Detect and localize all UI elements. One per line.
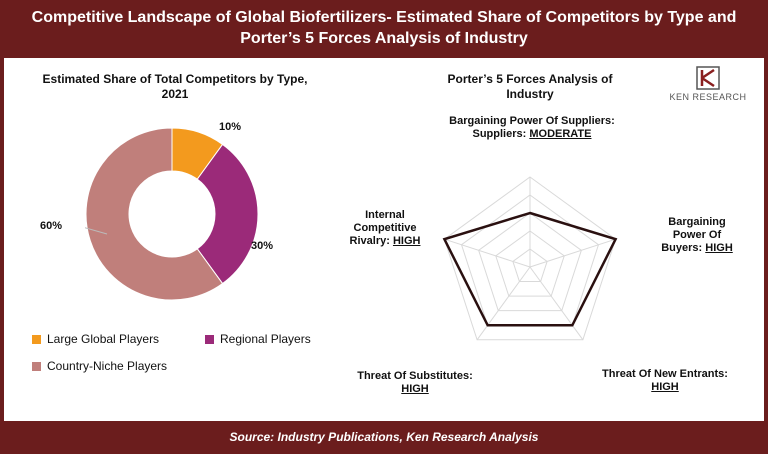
leader-line-niche <box>85 227 108 235</box>
force-buyers-rating: HIGH <box>705 242 733 254</box>
donut-slice-regional <box>196 143 259 285</box>
radar-series-line <box>442 211 618 327</box>
force-new-entrants-name: Threat Of New Entrants: <box>602 368 728 380</box>
radar-grid-ring-2 <box>495 230 565 297</box>
slice-label-niche: 60% <box>40 220 63 232</box>
legend-label-large: Large Global Players <box>47 332 160 346</box>
force-substitutes-rating: HIGH <box>401 383 429 395</box>
force-substitutes: Threat Of Substitutes: HIGH <box>345 370 485 396</box>
force-rivalry-rating: HIGH <box>392 235 421 247</box>
legend-item-regional: Regional Players <box>205 332 311 346</box>
force-rivalry: Internal Competitive Rivalry: HIGH <box>345 209 425 248</box>
donut-chart <box>85 128 259 301</box>
force-substitutes-name: Threat Of Substitutes: <box>357 370 473 382</box>
force-rivalry-name: Internal Competitive Rivalry: <box>349 209 417 247</box>
legend-swatch-regional <box>205 334 214 344</box>
radar-grid-ring-1 <box>512 248 548 283</box>
force-new-entrants-rating: HIGH <box>651 381 679 393</box>
donut-chart-title: Estimated Share of Total Competitors by … <box>42 72 308 101</box>
logo-mark-icon <box>696 66 720 90</box>
donut-slice-niche <box>85 128 224 301</box>
radar-axis-4 <box>476 266 531 341</box>
force-buyers: Bargaining Power Of Buyers: HIGH <box>652 216 742 255</box>
logo-text: KEN RESEARCH <box>669 92 747 102</box>
legend-label-regional: Regional Players <box>220 332 311 346</box>
radar-axis-3 <box>529 266 584 341</box>
legend-label-niche: Country-Niche Players <box>47 359 168 373</box>
legend-item-large: Large Global Players <box>32 332 159 346</box>
radar-axis-2 <box>529 238 616 268</box>
page-title: Competitive Landscape of Global Bioferti… <box>31 9 737 47</box>
legend-swatch-niche <box>32 361 41 371</box>
radar-axis-5 <box>444 238 531 268</box>
force-suppliers: Bargaining Power Of Suppliers: Suppliers… <box>449 115 615 140</box>
force-suppliers-rating: MODERATE <box>529 128 592 140</box>
force-new-entrants: Threat Of New Entrants: HIGH <box>590 368 740 394</box>
radar-grid-ring-5 <box>443 176 617 341</box>
force-suppliers-name: Bargaining Power Of Suppliers: <box>449 115 615 127</box>
source-footer: Source: Industry Publications, Ken Resea… <box>229 430 539 444</box>
legend-item-niche: Country-Niche Players <box>32 359 167 373</box>
slice-label-large: 10% <box>219 121 242 133</box>
ken-research-logo: KEN RESEARCH <box>660 66 756 106</box>
slice-label-regional: 30% <box>251 240 274 252</box>
radar-chart-title: Porter’s 5 Forces Analysis of Industry <box>447 72 613 101</box>
force-buyers-name: Bargaining Power Of Buyers: <box>661 216 726 254</box>
legend-swatch-large <box>32 334 41 344</box>
radar-chart <box>442 176 618 341</box>
radar-grid-ring-3 <box>478 212 582 312</box>
